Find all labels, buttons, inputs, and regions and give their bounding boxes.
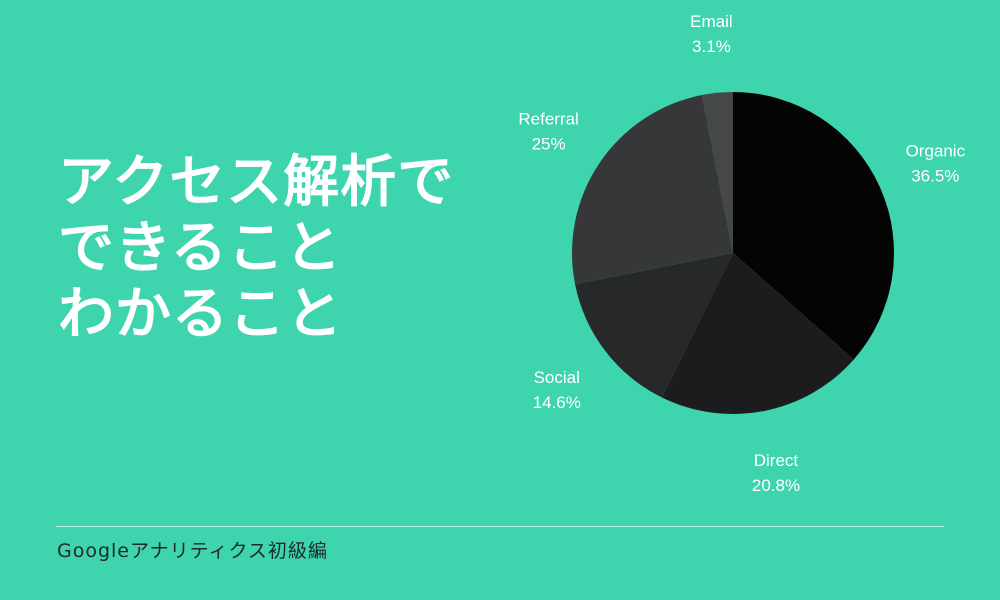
pie-slice-direct [661,253,854,415]
pie-value-direct: 20.8% [752,476,800,495]
pie-slice-email [701,92,733,253]
footer-caption: Googleアナリティクス初級編 [57,540,328,562]
headline: アクセス解析で できること わかること [58,150,498,348]
pie-value-social: 14.6% [533,393,581,412]
pie-slices [572,91,895,415]
pie-label-organic: Organic [906,142,966,161]
headline-line-2: できること [58,216,342,281]
pie-label-social: Social [534,368,580,387]
pie-value-referral: 25% [532,134,566,153]
footer-divider [56,526,944,527]
pie-label-referral: Referral [518,109,578,128]
pie-label-email: Email [690,12,733,31]
headline-line-1: アクセス解析で [58,150,455,215]
pie-label-direct: Direct [754,451,799,470]
pie-slice-social [575,253,733,398]
pie-slice-organic [733,91,895,360]
pie-value-organic: 36.5% [911,167,959,186]
pie-slice-referral [572,95,733,285]
pie-value-email: 3.1% [692,37,731,56]
pie-labels: Organic 36.5% Direct 20.8% Social 14.6% Referr… [518,12,965,495]
headline-line-3: わかること [58,282,343,347]
